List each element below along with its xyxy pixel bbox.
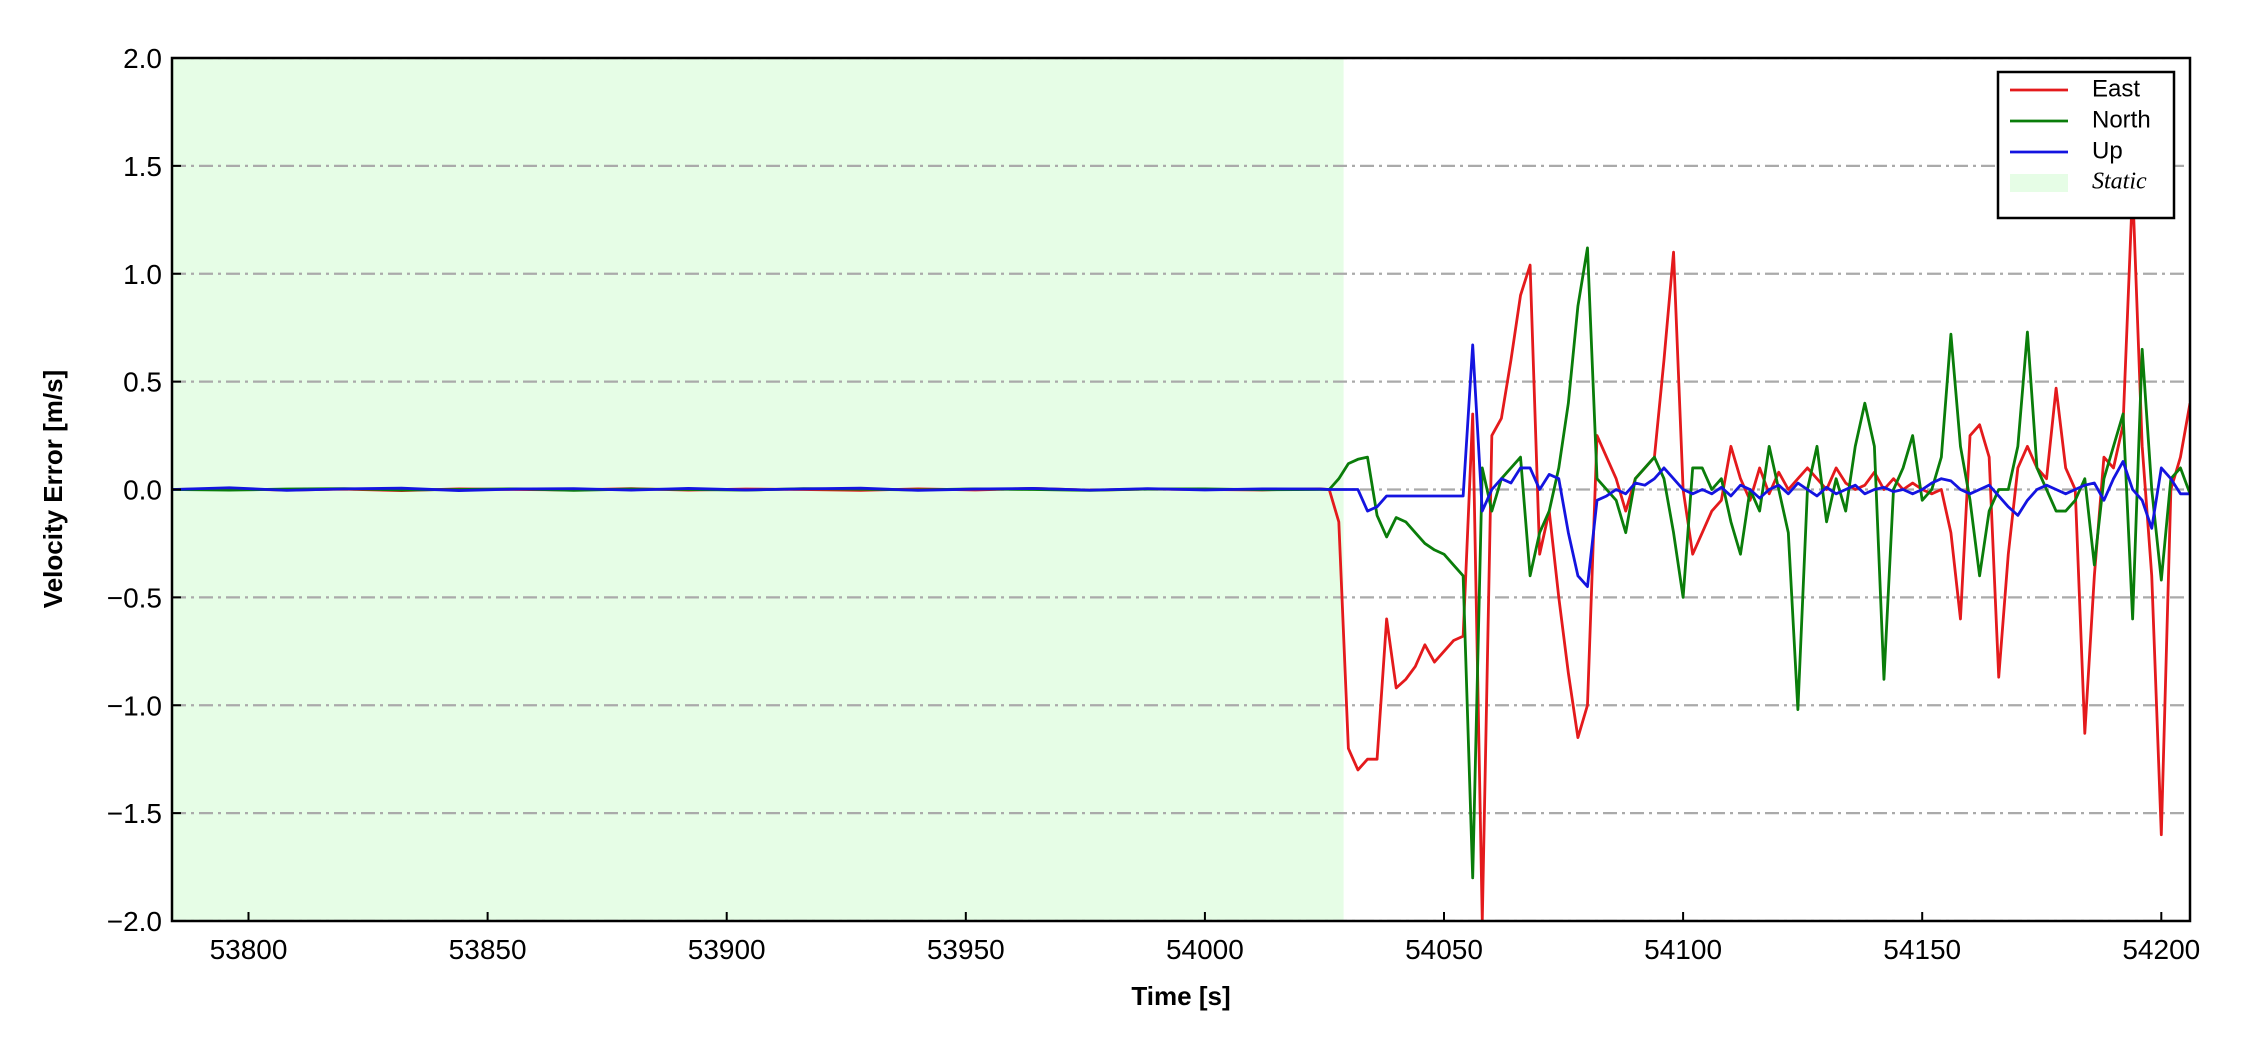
x-tick-label: 54000 — [1166, 934, 1244, 965]
y-tick-label: 1.0 — [123, 259, 162, 290]
y-tick-label: −1.0 — [107, 690, 162, 721]
x-tick-label: 53900 — [688, 934, 766, 965]
series-line — [172, 343, 2190, 588]
y-tick-label: −1.5 — [107, 798, 162, 829]
plot-frame — [170, 56, 2192, 923]
y-tick-label: 2.0 — [123, 43, 162, 74]
y-tick-label: 0.0 — [123, 475, 162, 506]
x-tick-label: 53850 — [449, 934, 527, 965]
y-axis-label: Velocity Error [m/s] — [38, 370, 68, 608]
legend-frame — [1996, 70, 2176, 220]
x-tick-label: 54150 — [1883, 934, 1961, 965]
y-tick-label: 0.5 — [123, 367, 162, 398]
x-tick-label: 54050 — [1405, 934, 1483, 965]
x-tick-label: 53800 — [210, 934, 288, 965]
x-tick-label: 54200 — [2122, 934, 2200, 965]
legend-label: Static — [2092, 169, 2147, 195]
x-tick-label: 53950 — [927, 934, 1005, 965]
legend: East North Up Static — [1996, 70, 2176, 220]
x-axis-label: Time [s] — [1131, 981, 1230, 1011]
x-tick-label: 54100 — [1644, 934, 1722, 965]
plot-area — [172, 58, 2190, 921]
legend-label: Up — [2092, 137, 2123, 164]
y-tick-label: −2.0 — [107, 906, 162, 937]
y-tick-label: −0.5 — [107, 582, 162, 613]
legend-label: East — [2092, 75, 2140, 102]
legend-label: North — [2092, 106, 2151, 133]
legend-swatch — [2010, 174, 2068, 192]
y-tick-label: 1.5 — [123, 151, 162, 182]
axes: −2.0 −1.5 −1.0 −0.5 0.0 0.5 1.0 1.5 2.0 53800 5385… — [107, 43, 2201, 965]
